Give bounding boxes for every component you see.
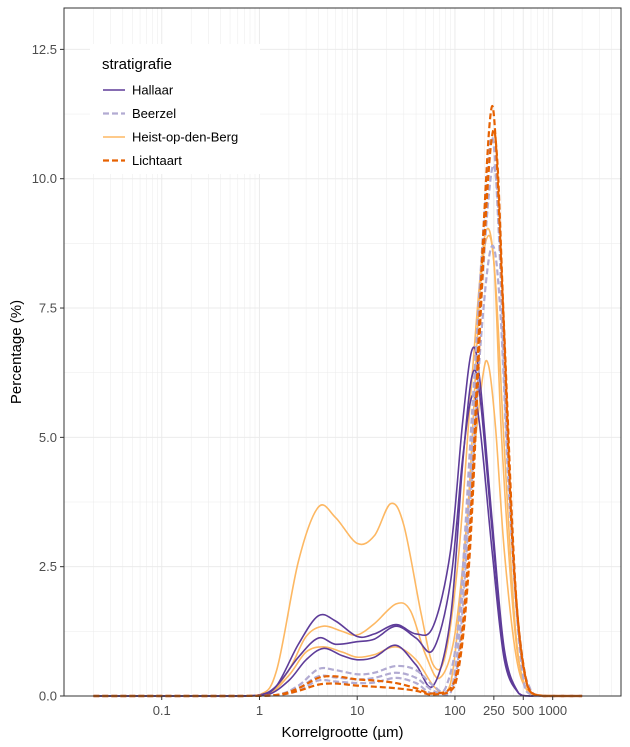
y-tick-label: 5.0 — [39, 430, 57, 445]
series-line-hallaar — [93, 393, 583, 697]
series-line-lichtaart — [93, 128, 583, 698]
series-line-beerzel — [93, 136, 583, 698]
x-tick-label: 500 — [512, 703, 534, 718]
y-tick-label: 10.0 — [32, 171, 57, 186]
legend-label: Heist-op-den-Berg — [132, 130, 238, 145]
legend-label: Hallaar — [132, 83, 174, 98]
legend-title: stratigrafie — [102, 56, 172, 73]
y-axis-title: Percentage (%) — [8, 300, 25, 404]
series-layer — [93, 104, 583, 698]
y-tick-label: 12.5 — [32, 42, 57, 57]
x-tick-label: 1 — [256, 703, 263, 718]
y-axis: 0.0 2.5 5.0 7.5 10.0 12.5 — [32, 42, 64, 704]
series-line-lichtaart — [93, 104, 583, 698]
legend: stratigrafie Hallaar Beerzel Heist-op-den-… — [90, 44, 260, 174]
y-tick-label: 0.0 — [39, 689, 57, 704]
x-tick-label: 100 — [444, 703, 466, 718]
series-line-heist-op-den-berg — [93, 359, 583, 697]
legend-entries: Hallaar Beerzel Heist-op-den-Berg Lichtaart — [103, 83, 238, 168]
grid-major — [64, 8, 621, 697]
x-tick-label: 1000 — [538, 703, 567, 718]
x-tick-label: 10 — [350, 703, 364, 718]
x-tick-label: 250 — [483, 703, 505, 718]
x-axis-title: Korrelgrootte (µm) — [281, 724, 403, 741]
y-tick-label: 7.5 — [39, 301, 57, 316]
series-line-heist-op-den-berg — [93, 227, 583, 697]
x-axis: 0.1 1 10 100 250 500 1000 — [153, 696, 567, 718]
panel-border — [63, 7, 622, 697]
x-tick-label: 0.1 — [153, 703, 171, 718]
legend-background — [90, 44, 260, 174]
y-tick-label: 2.5 — [39, 559, 57, 574]
legend-label: Lichtaart — [132, 153, 182, 168]
series-line-hallaar — [93, 369, 583, 697]
legend-label: Beerzel — [132, 106, 176, 121]
